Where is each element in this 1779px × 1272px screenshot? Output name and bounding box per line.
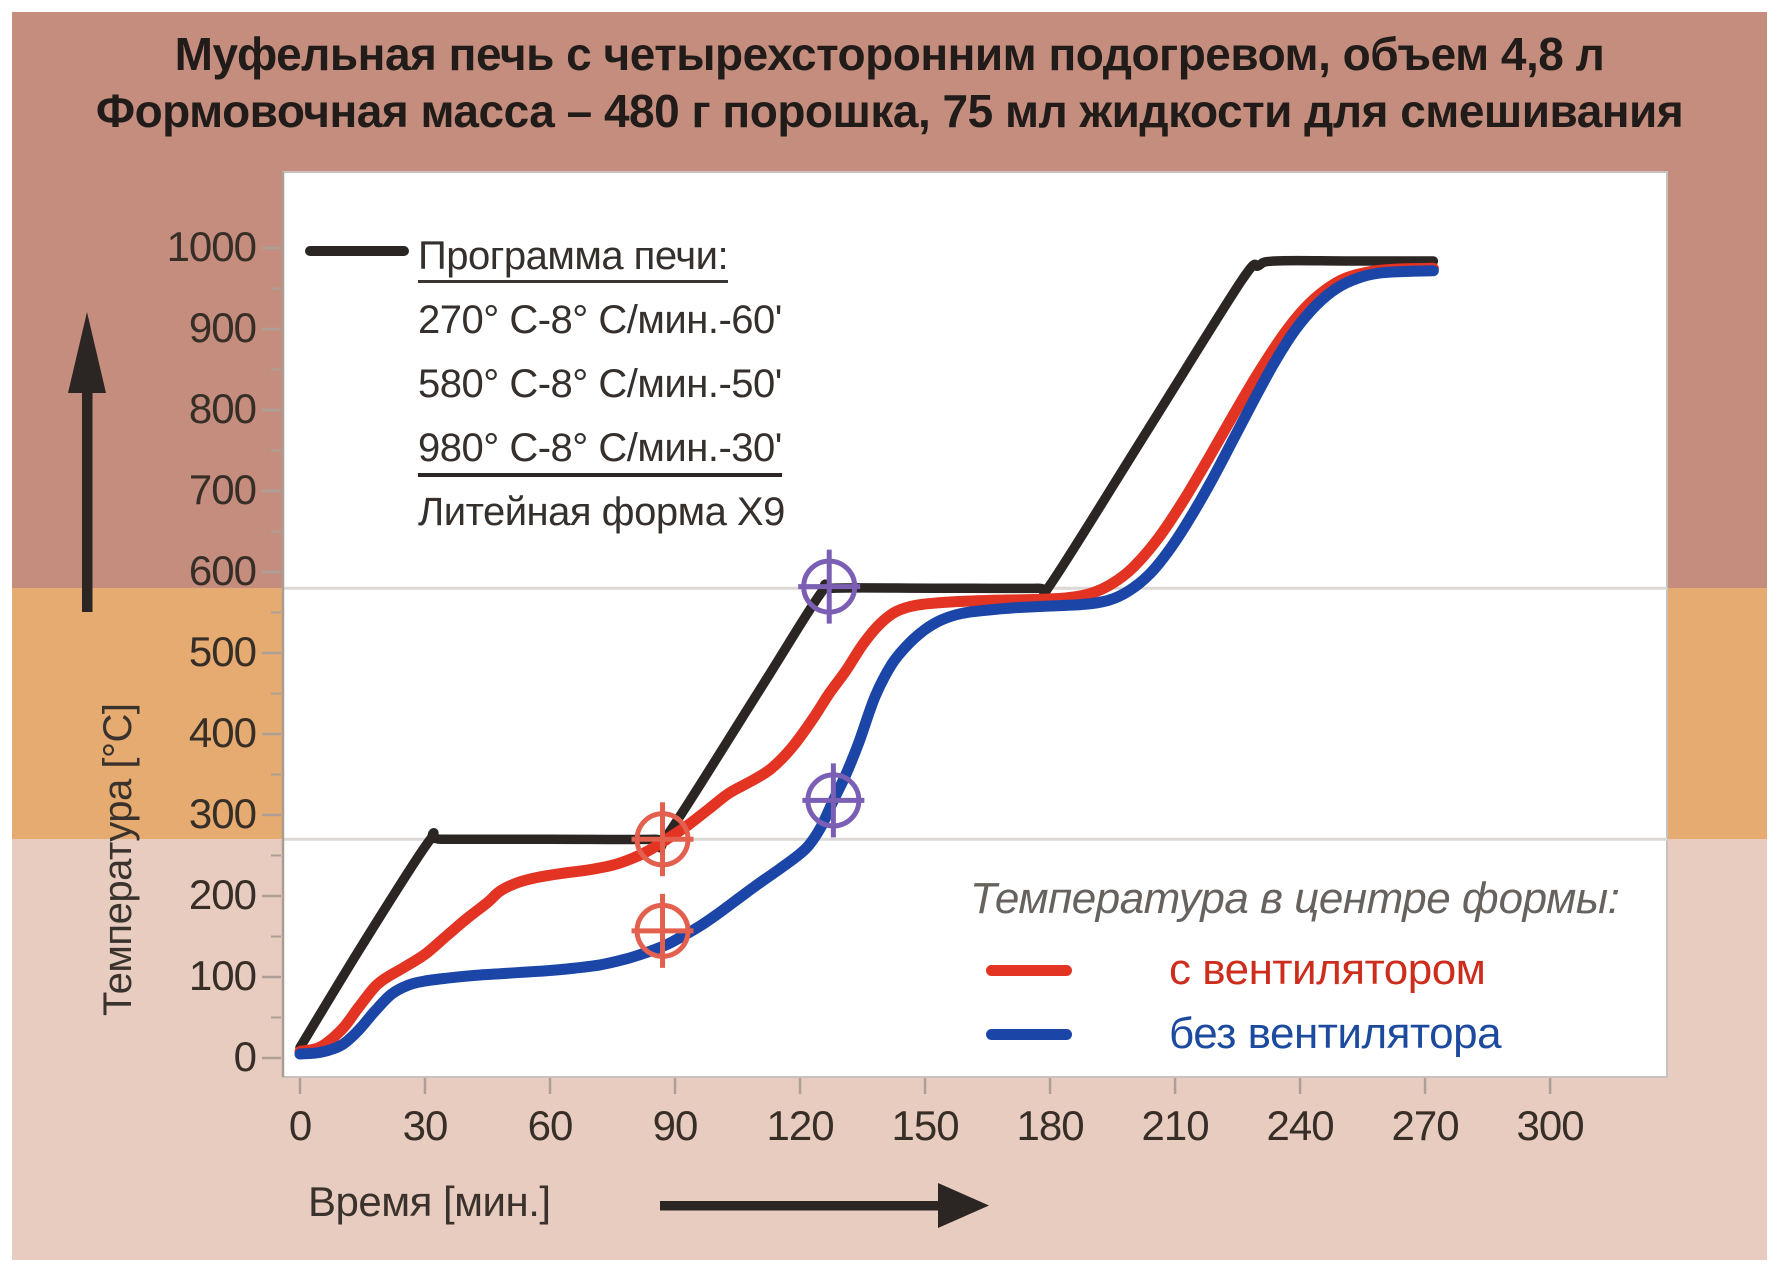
x-tick-label: 120 xyxy=(766,1102,834,1149)
y-tick-label: 0 xyxy=(233,1033,257,1080)
figure-title-line2: Формовочная масса – 480 г порошка, 75 мл… xyxy=(95,85,1684,137)
marker-crosshair-icon xyxy=(631,802,694,877)
y-tick-label: 800 xyxy=(188,385,257,432)
legend-program-step-2: 580° C-8° C/мин.-50' xyxy=(418,362,782,406)
x-tick-label: 90 xyxy=(652,1102,699,1149)
legend-mold-center-title: Температура в центре формы: xyxy=(970,874,1620,923)
x-tick-label: 300 xyxy=(1516,1102,1585,1149)
y-tick-label: 400 xyxy=(188,709,257,756)
marker-crosshair-icon xyxy=(802,763,865,838)
marker-crosshair-icon xyxy=(631,893,694,968)
y-tick-label: 500 xyxy=(188,628,257,675)
with-fan-label: с вентилятором xyxy=(1169,945,1486,994)
figure-canvas: Муфельная печь с четырехсторонним подогр… xyxy=(12,12,1767,1260)
y-tick-label: 600 xyxy=(188,547,257,594)
legend-program-title: Программа печи: xyxy=(418,234,729,283)
y-tick-label: 300 xyxy=(188,790,257,837)
y-tick-label: 1000 xyxy=(166,223,257,270)
legend-item-without-fan: без вентилятора xyxy=(970,1002,1619,1066)
figure-title: Муфельная печь с четырехсторонним подогр… xyxy=(12,26,1767,140)
legend-mold-center: Температура в центре формы: с вентилятор… xyxy=(970,874,1620,1066)
legend-program-step-1: 270° C-8° C/мин.-60' xyxy=(418,298,782,342)
legend-furnace-program: Программа печи: 270° C-8° C/мин.-60' 580… xyxy=(418,224,785,544)
without-fan-swatch xyxy=(986,1028,1072,1040)
y-axis-up-arrow-icon xyxy=(68,312,106,612)
x-axis-title: Время [мин.] xyxy=(308,1178,551,1225)
y-tick-label: 900 xyxy=(188,304,257,351)
x-tick-label: 240 xyxy=(1266,1102,1335,1149)
with-fan-line xyxy=(294,262,1439,1057)
legend-program-step-3: 980° C-8° C/мин.-30' xyxy=(418,426,782,477)
x-tick-label: 60 xyxy=(527,1102,574,1149)
plot-area xyxy=(282,171,1668,1078)
legend-program-footer: Литейная форма X9 xyxy=(418,490,785,534)
figure-title-line1: Муфельная печь с четырехсторонним подогр… xyxy=(174,28,1605,80)
chart-plot-svg xyxy=(68,171,1668,1228)
with-fan-swatch xyxy=(986,964,1072,976)
y-tick-label: 700 xyxy=(188,466,257,513)
x-tick-label: 150 xyxy=(891,1102,960,1149)
x-tick-label: 270 xyxy=(1391,1102,1460,1149)
marker-crosshair-icon xyxy=(798,549,861,624)
x-tick-label: 0 xyxy=(288,1102,312,1149)
legend-item-with-fan: с вентилятором xyxy=(970,938,1619,1002)
y-tick-label: 200 xyxy=(188,871,257,918)
y-axis-title: Температура [°C] xyxy=(96,703,140,1017)
x-axis-right-arrow-icon xyxy=(660,1183,989,1228)
y-tick-label: 100 xyxy=(188,952,257,999)
without-fan-label: без вентилятора xyxy=(1169,1009,1502,1058)
program-line-swatch xyxy=(305,246,409,256)
x-tick-label: 180 xyxy=(1016,1102,1085,1149)
without-fan-line xyxy=(294,265,1439,1060)
x-tick-label: 30 xyxy=(402,1102,449,1149)
x-tick-label: 210 xyxy=(1141,1102,1210,1149)
